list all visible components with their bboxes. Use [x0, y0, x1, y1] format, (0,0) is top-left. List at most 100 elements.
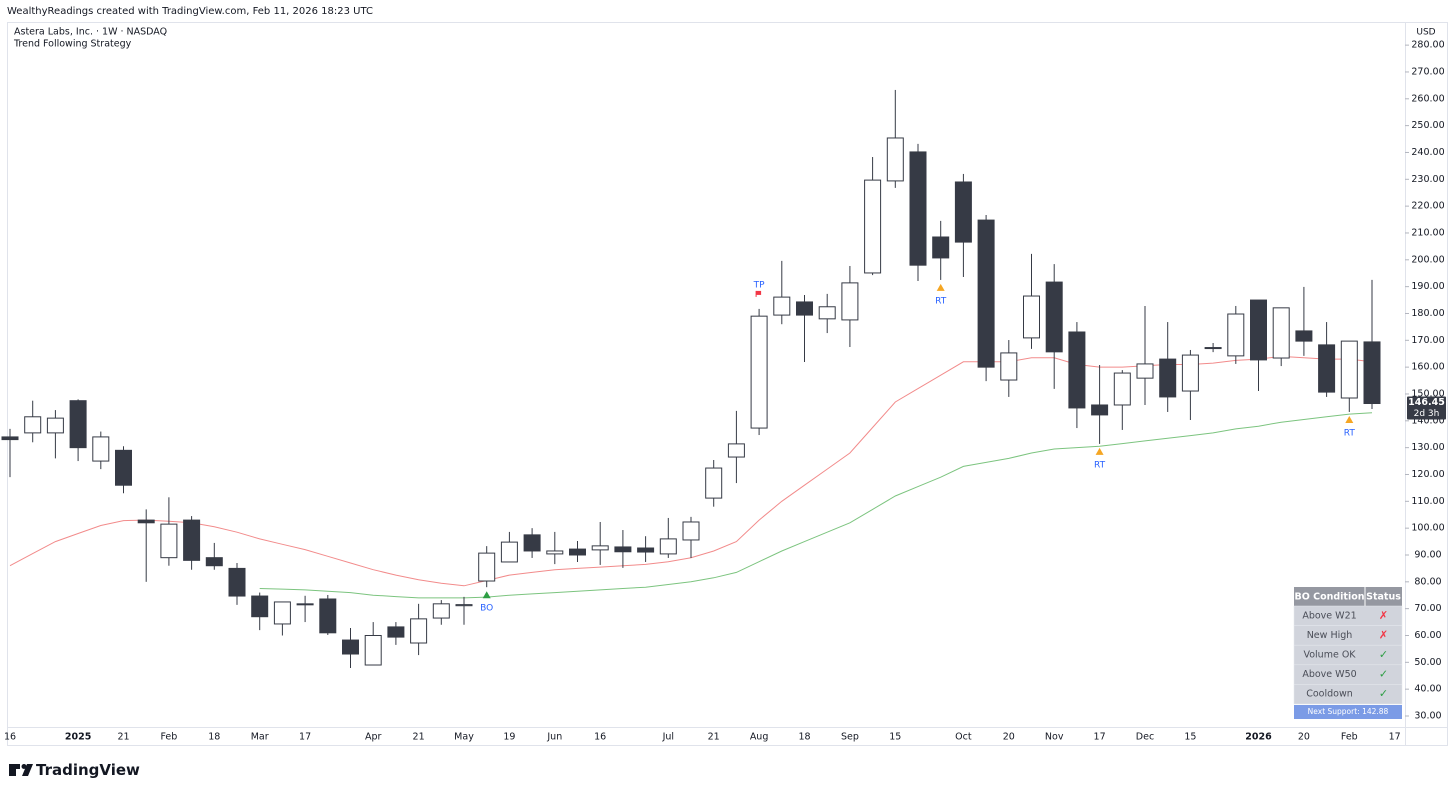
candle [455, 596, 473, 625]
logo-mark [9, 764, 20, 769]
candle-body [24, 416, 42, 434]
x-tick-label: 21 [117, 732, 129, 743]
candle-body [523, 534, 541, 552]
y-tick-label: 230.00 [1411, 174, 1444, 185]
x-tick-label: 2026 [1245, 732, 1272, 743]
table-footer-bg [1294, 705, 1402, 719]
y-tick-label: 170.00 [1411, 335, 1444, 346]
candle [773, 260, 791, 325]
y-tick-label: 160.00 [1411, 362, 1444, 373]
candle [478, 546, 496, 588]
candle [864, 157, 882, 276]
candle [977, 214, 995, 382]
y-tick-label: 130.00 [1411, 442, 1444, 453]
x-tick-label: Aug [750, 732, 769, 743]
candle-body [818, 306, 836, 320]
candle-body [1295, 330, 1313, 342]
price-tag [1407, 396, 1446, 420]
candle-body [750, 315, 768, 429]
y-tick-label: 200.00 [1411, 254, 1444, 265]
candle [251, 592, 269, 631]
table-header: Status [1366, 592, 1401, 603]
y-tick-label: 250.00 [1411, 120, 1444, 131]
countdown: 2d 3h [1414, 409, 1440, 419]
candle-body [773, 296, 791, 316]
candle [183, 516, 201, 570]
x-tick-label: 20 [1003, 732, 1015, 743]
candle-body [1272, 307, 1290, 359]
candle [796, 294, 813, 363]
candle-body [909, 151, 927, 266]
candle-body [432, 603, 450, 619]
candle [569, 541, 586, 562]
candle [523, 528, 541, 558]
x-tick-label: 21 [708, 732, 720, 743]
brand: TradingView [36, 761, 140, 779]
x-tick-label: 16 [594, 732, 606, 743]
table-cell: Above W21 [1302, 610, 1356, 621]
candle-body [659, 538, 677, 555]
candle-body [183, 519, 201, 561]
candle [1, 428, 19, 478]
candle [296, 595, 314, 623]
x-tick-label: 20 [1298, 732, 1310, 743]
y-tick-label: 40.00 [1414, 684, 1441, 695]
candle-body [682, 521, 700, 541]
candle-body [614, 546, 632, 553]
table-status: ✗ [1379, 628, 1388, 641]
candle [137, 509, 155, 582]
logo-mark [22, 764, 33, 776]
candle-body [954, 181, 972, 243]
table-cell: Volume OK [1303, 650, 1356, 661]
signal-marker [1095, 447, 1104, 455]
symbol: Astera Labs, Inc. · 1W · NASDAQ [14, 27, 167, 38]
y-tick-label: 210.00 [1411, 227, 1444, 238]
candle [500, 531, 518, 563]
candle-body [46, 417, 64, 434]
candle [1068, 322, 1086, 429]
y-tick-label: 90.00 [1414, 549, 1441, 560]
table-cell: Cooldown [1306, 689, 1353, 700]
x-tick-label: Oct [955, 732, 972, 743]
candle [1045, 264, 1063, 389]
candle-body [69, 400, 87, 449]
x-tick-label: 17 [1094, 732, 1106, 743]
y-tick-label: 30.00 [1414, 710, 1441, 721]
candle [1204, 342, 1222, 353]
candle [160, 497, 178, 566]
candle [387, 622, 405, 645]
x-tick-label: Sep [841, 732, 859, 743]
y-tick-label: 120.00 [1411, 469, 1444, 480]
x-tick-label: 17 [299, 732, 311, 743]
signal-label: RT [935, 296, 947, 306]
x-tick-label: Nov [1045, 732, 1064, 743]
y-tick-label: 100.00 [1411, 523, 1444, 534]
candle [1227, 305, 1245, 364]
candle [1091, 364, 1109, 444]
x-tick-label: 18 [208, 732, 220, 743]
candle-body [1023, 295, 1040, 339]
candle-body [1136, 363, 1154, 379]
candle-body [387, 626, 405, 638]
candle [886, 89, 904, 188]
candle [682, 516, 700, 558]
candle-body [1000, 352, 1018, 381]
x-tick-label: 19 [503, 732, 515, 743]
candle-body [273, 601, 291, 625]
candle [637, 536, 655, 562]
y-tick-label: 50.00 [1414, 657, 1441, 668]
table-cell: New High [1307, 630, 1353, 641]
candle-body [1318, 344, 1336, 393]
candle [319, 594, 337, 635]
y-tick-label: 280.00 [1411, 40, 1444, 51]
candle-body [410, 618, 428, 644]
candle-body [342, 639, 359, 655]
y-tick-label: 150.00 [1411, 388, 1444, 399]
x-tick-label: Dec [1136, 732, 1154, 743]
x-tick-label: 21 [413, 732, 425, 743]
x-tick-label: 16 [4, 732, 16, 743]
candle [954, 173, 972, 277]
